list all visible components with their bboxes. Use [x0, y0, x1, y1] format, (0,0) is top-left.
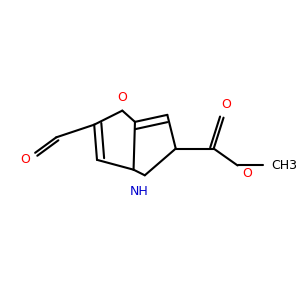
Text: O: O — [221, 98, 231, 111]
Text: NH: NH — [130, 185, 148, 198]
Text: CH3: CH3 — [272, 159, 297, 172]
Text: O: O — [117, 91, 127, 103]
Text: O: O — [242, 167, 252, 180]
Text: O: O — [20, 153, 30, 166]
